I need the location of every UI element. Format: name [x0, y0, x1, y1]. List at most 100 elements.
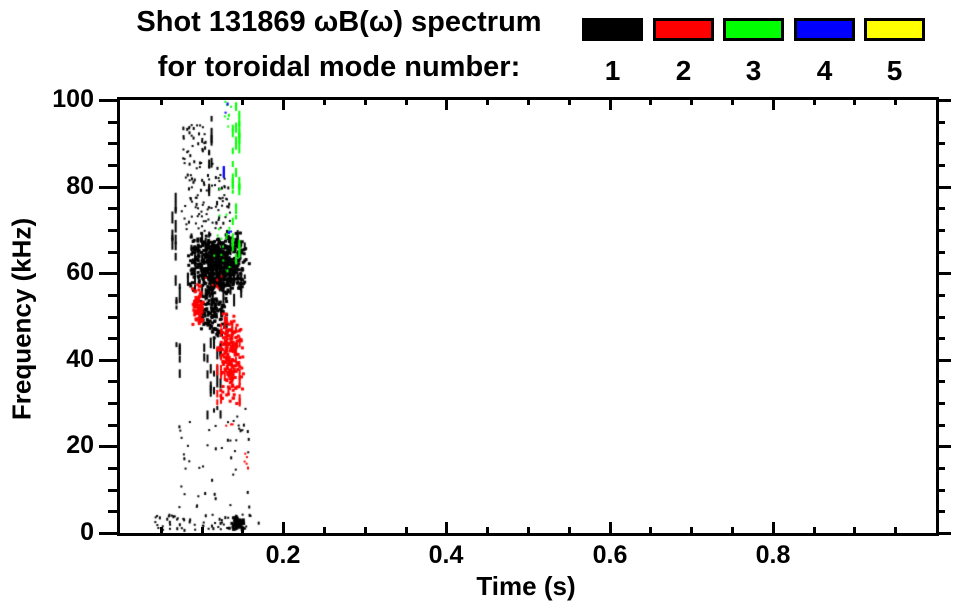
legend-swatch-mode-5 [864, 18, 925, 41]
y-major-tick-right [936, 186, 951, 189]
x-minor-tick [405, 527, 408, 533]
y-tick-label: 20 [66, 431, 94, 459]
x-minor-tick [201, 527, 204, 533]
x-minor-tick [486, 527, 489, 533]
x-major-tick [282, 522, 285, 533]
y-major-tick [99, 359, 120, 362]
x-minor-tick-top [201, 100, 204, 105]
x-minor-tick-top [813, 100, 816, 105]
y-minor-tick-right [936, 164, 945, 167]
y-minor-tick-right [936, 142, 945, 145]
x-minor-tick-top [731, 100, 734, 105]
x-minor-tick-top [690, 100, 693, 105]
y-minor-tick [108, 229, 120, 232]
x-minor-tick-top [160, 100, 163, 105]
x-minor-tick [527, 527, 530, 533]
y-minor-tick-right [936, 316, 945, 319]
y-tick-label: 0 [80, 518, 94, 546]
y-axis-label: Frequency (kHz) [6, 217, 37, 421]
x-major-tick-top [772, 100, 775, 110]
y-minor-tick-right [936, 207, 945, 210]
chart-subtitle: for toroidal mode number: [157, 51, 521, 83]
y-minor-tick-right [936, 424, 945, 427]
y-minor-tick [108, 510, 120, 513]
x-minor-tick [649, 527, 652, 533]
x-minor-tick-top [486, 100, 489, 105]
y-minor-tick [108, 380, 120, 383]
x-minor-tick-top [894, 100, 897, 105]
x-major-tick [609, 522, 612, 533]
legend-label-mode-2: 2 [675, 55, 692, 86]
legend-swatch-mode-1 [582, 18, 643, 41]
spectrogram-scatter-canvas [120, 100, 936, 533]
legend-swatch-mode-2 [653, 18, 714, 41]
x-major-tick [445, 522, 448, 533]
y-minor-tick [108, 489, 120, 492]
y-tick-label: 60 [66, 258, 94, 286]
y-minor-tick [108, 467, 120, 470]
y-major-tick [99, 186, 120, 189]
y-major-tick-right [936, 99, 951, 102]
x-minor-tick-top [405, 100, 408, 105]
legend-label-mode-4: 4 [816, 55, 833, 86]
x-tick-label: 0.4 [428, 541, 464, 569]
y-minor-tick-right [936, 402, 945, 405]
y-minor-tick [108, 164, 120, 167]
x-minor-tick-top [568, 100, 571, 105]
y-minor-tick [108, 142, 120, 145]
y-minor-tick-right [936, 121, 945, 124]
x-major-tick-top [609, 100, 612, 110]
x-minor-tick [323, 527, 326, 533]
x-major-tick-top [445, 100, 448, 110]
x-minor-tick [813, 527, 816, 533]
x-minor-tick [568, 527, 571, 533]
x-minor-tick-top [527, 100, 530, 105]
y-minor-tick-right [936, 229, 945, 232]
y-minor-tick [108, 121, 120, 124]
y-major-tick [99, 272, 120, 275]
y-minor-tick [108, 402, 120, 405]
x-minor-tick-top [364, 100, 367, 105]
y-minor-tick [108, 424, 120, 427]
y-major-tick-right [936, 445, 951, 448]
x-minor-tick [364, 527, 367, 533]
y-major-tick-right [936, 532, 951, 535]
x-minor-tick-top [241, 100, 244, 105]
x-major-tick-top [282, 100, 285, 110]
y-tick-label: 40 [66, 345, 94, 373]
y-tick-label: 80 [66, 172, 94, 200]
legend-label-mode-5: 5 [886, 55, 903, 86]
legend-swatch-mode-4 [794, 18, 855, 41]
x-minor-tick [894, 527, 897, 533]
x-minor-tick-top [323, 100, 326, 105]
legend-label-mode-3: 3 [745, 55, 762, 86]
plot-border [117, 97, 939, 536]
y-minor-tick [108, 316, 120, 319]
x-tick-label: 0.6 [592, 541, 628, 569]
x-minor-tick [731, 527, 734, 533]
x-minor-tick [690, 527, 693, 533]
y-minor-tick-right [936, 337, 945, 340]
y-minor-tick-right [936, 467, 945, 470]
x-minor-tick-top [853, 100, 856, 105]
y-minor-tick-right [936, 380, 945, 383]
y-minor-tick [108, 337, 120, 340]
y-major-tick-right [936, 272, 951, 275]
x-minor-tick-top [649, 100, 652, 105]
x-axis-label: Time (s) [476, 571, 576, 601]
x-minor-tick [853, 527, 856, 533]
y-major-tick [99, 99, 120, 102]
y-major-tick-right [936, 359, 951, 362]
y-tick-label: 100 [52, 85, 94, 113]
x-tick-label: 0.8 [755, 541, 791, 569]
legend-label-mode-1: 1 [604, 55, 621, 86]
y-minor-tick [108, 207, 120, 210]
x-major-tick [772, 522, 775, 533]
y-minor-tick-right [936, 294, 945, 297]
y-minor-tick [108, 251, 120, 254]
y-major-tick [99, 445, 120, 448]
y-minor-tick-right [936, 510, 945, 513]
y-minor-tick-right [936, 489, 945, 492]
y-major-tick [99, 532, 120, 535]
